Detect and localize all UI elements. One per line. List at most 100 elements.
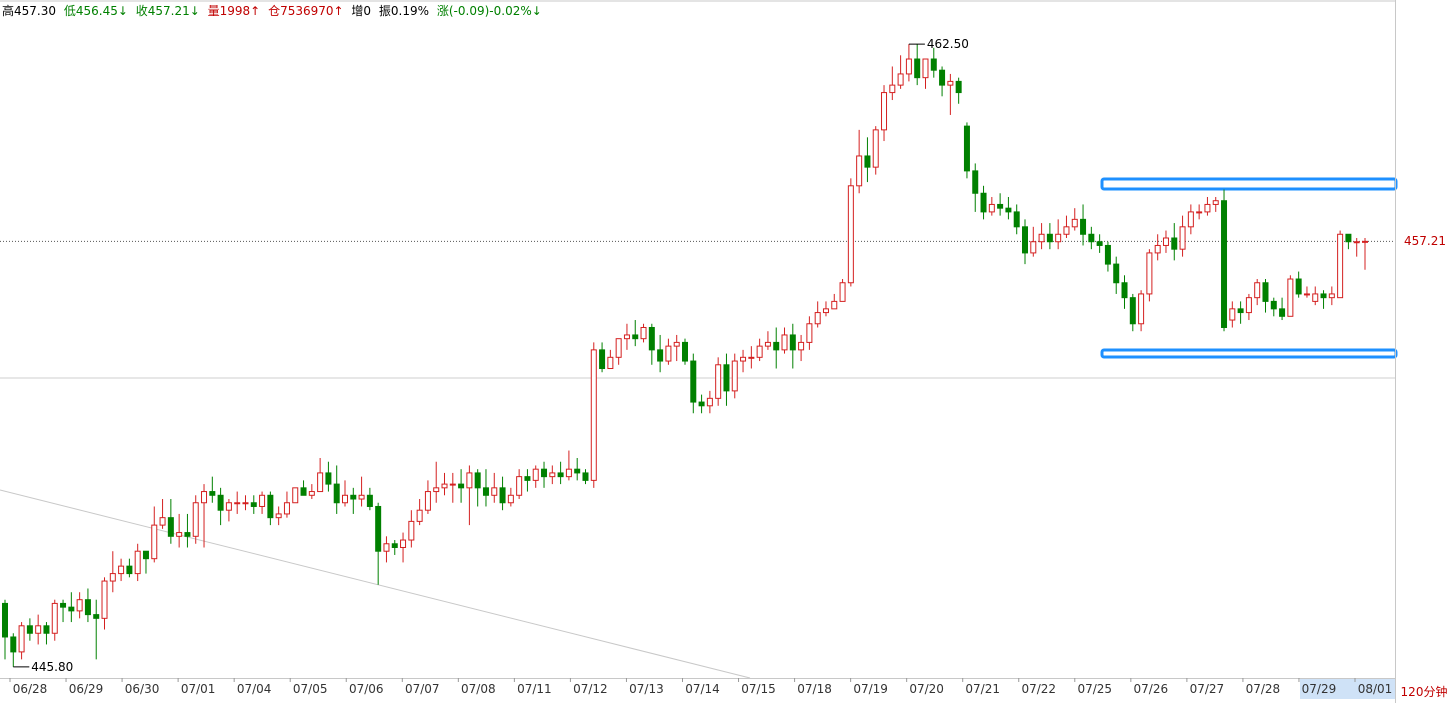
- candle: [980, 185, 987, 220]
- candle-body: [963, 125, 970, 172]
- candle-body: [806, 323, 813, 343]
- candle-body: [781, 334, 788, 351]
- range-box-bottom: [1100, 348, 1398, 359]
- candle-body: [1221, 200, 1228, 328]
- candle-body: [424, 491, 431, 511]
- candle: [408, 510, 415, 548]
- candle: [698, 394, 705, 414]
- candle: [881, 85, 888, 142]
- right-axis-border: [1395, 0, 1396, 703]
- candle: [441, 472, 448, 496]
- candle-body: [856, 155, 863, 187]
- candle: [1221, 189, 1228, 332]
- candle-body: [474, 472, 481, 489]
- candle: [806, 316, 813, 350]
- candle: [482, 469, 489, 507]
- candle: [839, 279, 846, 302]
- candle: [632, 320, 639, 347]
- candle-body: [201, 491, 208, 504]
- grid-layer: [0, 0, 1395, 679]
- candle-body: [383, 543, 390, 552]
- candle: [781, 327, 788, 354]
- candle: [897, 55, 904, 89]
- candle: [814, 301, 821, 328]
- candle-body: [142, 550, 149, 560]
- candle: [250, 495, 257, 514]
- candle-body: [1104, 244, 1111, 265]
- candle: [955, 77, 962, 104]
- candle-body: [350, 494, 357, 500]
- candle-body: [267, 494, 274, 519]
- candle-body: [134, 550, 141, 575]
- x-tick-label: 07/28: [1246, 682, 1281, 696]
- candle: [35, 614, 42, 645]
- candle: [1295, 271, 1302, 298]
- period-selector[interactable]: 120分钟: [1396, 684, 1452, 701]
- x-tick-label: 07/01: [181, 682, 216, 696]
- candle: [798, 334, 805, 362]
- x-tick-label: 07/04: [237, 682, 272, 696]
- candle: [963, 122, 970, 179]
- candle-body: [1046, 233, 1053, 243]
- candle-body: [1154, 244, 1161, 254]
- candle: [1303, 286, 1310, 298]
- candle: [922, 58, 929, 89]
- candle: [856, 129, 863, 194]
- candle: [499, 476, 506, 511]
- candle: [342, 480, 348, 507]
- candle-body: [342, 494, 348, 504]
- candle-body: [997, 203, 1004, 209]
- candle-body: [1337, 233, 1344, 299]
- x-tick-label: 07/25: [1077, 682, 1112, 696]
- candles-layer: [2, 44, 1368, 667]
- candle-body: [1138, 293, 1145, 325]
- candle: [1022, 219, 1028, 265]
- candle: [101, 577, 108, 630]
- candle-body: [1196, 211, 1203, 214]
- candle-body: [930, 58, 937, 71]
- candle: [333, 465, 340, 514]
- candle: [283, 491, 290, 518]
- amplitude-info: 振0.19%: [378, 4, 430, 18]
- candle-body: [516, 476, 523, 496]
- candle-body: [1204, 203, 1211, 213]
- candle-body: [706, 397, 713, 407]
- candle: [648, 323, 655, 365]
- candle-body: [275, 513, 282, 519]
- candle: [43, 622, 50, 645]
- candle: [516, 469, 523, 500]
- candle-body: [1022, 226, 1028, 254]
- candle-body: [1312, 293, 1319, 302]
- candle: [972, 163, 979, 212]
- candle-body: [1245, 297, 1252, 314]
- candle: [1154, 234, 1161, 261]
- open-interest-info: 仓7536970↑: [268, 4, 344, 18]
- candle-body: [839, 282, 846, 302]
- candle: [1328, 286, 1335, 306]
- candle-body: [68, 606, 75, 612]
- candle: [259, 491, 266, 514]
- candle: [1113, 256, 1120, 294]
- candle: [1279, 297, 1286, 321]
- candle: [905, 44, 912, 82]
- candle: [350, 487, 357, 514]
- candle: [565, 450, 572, 481]
- candle: [2, 599, 8, 660]
- info-bar: 高457.30 低456.45↓ 收457.21↓ 量1998↑ 仓753697…: [2, 3, 546, 19]
- candle-body: [1179, 226, 1186, 250]
- candle: [308, 484, 315, 500]
- candle-body: [126, 565, 133, 575]
- x-tick-label: 07/05: [293, 682, 328, 696]
- candle: [1196, 204, 1203, 220]
- candle-body: [723, 364, 730, 392]
- candle-body: [582, 472, 589, 481]
- candle-body: [897, 73, 904, 86]
- candle-body: [151, 524, 158, 560]
- candle-body: [673, 341, 680, 347]
- candle: [1088, 226, 1095, 250]
- candle: [1162, 230, 1169, 253]
- candle: [1146, 249, 1153, 302]
- candle-body: [715, 364, 722, 399]
- candle-body: [682, 341, 688, 362]
